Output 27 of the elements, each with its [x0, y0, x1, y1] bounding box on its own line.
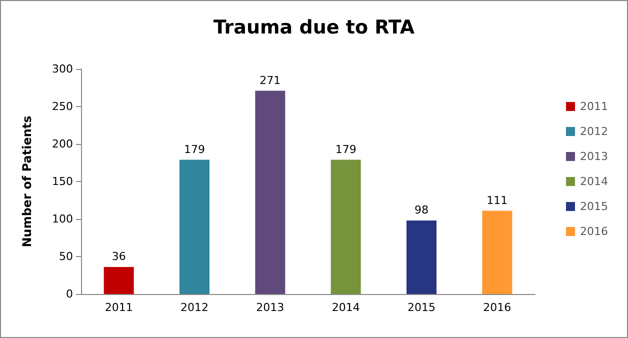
data-label: 271 [260, 74, 281, 87]
chart-title: Trauma due to RTA [213, 16, 415, 38]
x-tick-label: 2012 [180, 301, 208, 314]
data-label: 111 [486, 194, 508, 207]
y-axis-title: Number of Patients [20, 116, 34, 248]
legend-label: 2011 [580, 100, 608, 113]
y-tick-label: 200 [52, 138, 73, 150]
legend-label: 2013 [580, 150, 608, 163]
y-tick-label: 300 [52, 62, 73, 76]
data-label: 98 [414, 204, 428, 216]
x-tick-label: 2015 [408, 301, 436, 314]
x-tick-label: 2013 [256, 301, 284, 314]
y-tick-label: 150 [52, 175, 73, 188]
y-tick-label: 50 [59, 250, 73, 263]
legend-label: 2015 [580, 200, 608, 213]
data-label: 179 [335, 142, 356, 156]
data-label: 179 [184, 142, 205, 156]
x-tick-label: 2011 [104, 301, 133, 314]
legend-label: 2012 [580, 125, 608, 138]
y-tick-label: 250 [52, 100, 73, 113]
y-tick-label: 0 [66, 288, 73, 300]
y-tick-label: 100 [52, 212, 73, 226]
x-tick-label: 2014 [332, 301, 360, 314]
x-tick-label: 2016 [483, 301, 512, 314]
legend-label: 2016 [580, 225, 608, 238]
data-label: 36 [112, 250, 126, 263]
legend-label: 2014 [580, 175, 608, 188]
